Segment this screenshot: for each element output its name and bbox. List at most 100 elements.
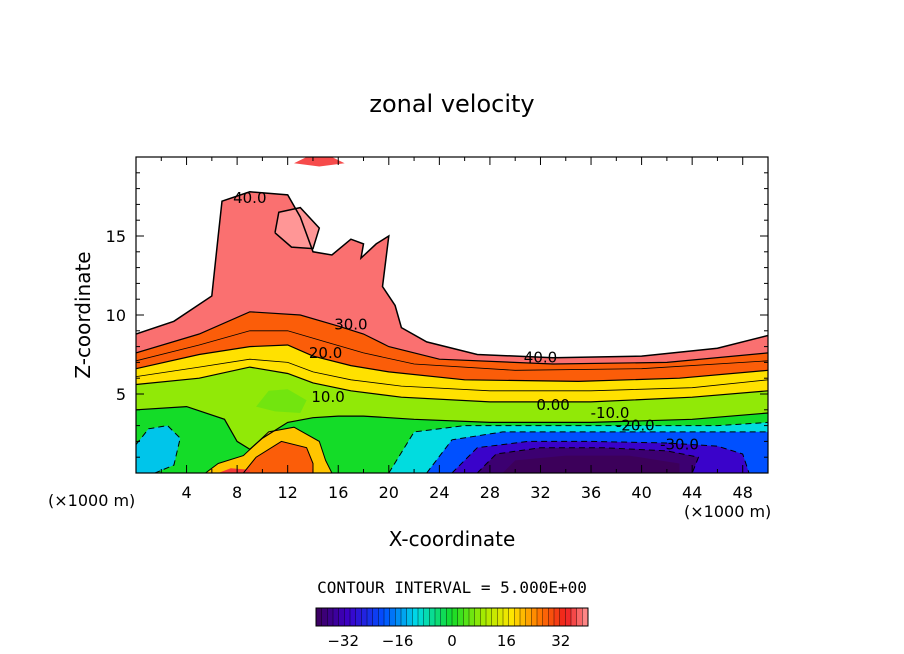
colorbar-swatch [525,608,532,626]
contour-label-3: 10.0 [311,388,344,406]
contour-label-8: -30.0 [660,436,699,454]
colorbar-swatch [367,608,374,626]
colorbar-swatch [497,608,504,626]
x-tick-label-11: 48 [733,483,753,502]
x-tick-label-10: 44 [682,483,702,502]
contour-lines [136,191,768,473]
field-core-neg [502,455,680,473]
chart-title: zonal velocity [369,90,534,118]
colorbar-swatch [327,608,334,626]
field-low-hot [243,441,313,473]
field-mid-pocket [256,389,307,413]
contour-label-2: 20.0 [309,344,342,362]
contour-low-25 [243,440,314,473]
x-tick-label-5: 24 [429,483,449,502]
x-axis-label: X-coordinate [389,527,516,551]
y-axis-ticks: 5 10 15 [106,172,768,458]
contour-label-1: 30.0 [334,316,367,334]
colorbar [315,607,589,627]
contour-neg10 [388,421,768,473]
colorbar-swatch [559,608,566,626]
colorbar-swatch [537,608,544,626]
x-tick-label-8: 36 [581,483,601,502]
contour-label-0: 40.0 [233,189,266,207]
colorbar-swatch [333,608,340,626]
x-tick-label-0: 4 [181,483,191,502]
colorbar-swatch [457,608,464,626]
colorbar-swatch [350,608,357,626]
colorbar-swatch [406,608,413,626]
colorbar-swatch [474,608,481,626]
field-top-cap [294,157,345,167]
contour-45-max [274,206,321,250]
colorbar-swatch [321,608,328,626]
colorbar-swatch [435,608,442,626]
y-axis-label: Z-coordinate [71,251,95,378]
y-tick-label-1: 10 [106,306,126,325]
contour-40 [136,191,768,359]
colorbar-swatch [520,608,527,626]
colorbar-swatch [429,608,436,626]
colorbar-tick-label-2: 0 [447,632,457,650]
contour-neg30 [451,440,750,473]
contour-low-15 [205,426,333,473]
field-low-core [218,468,250,473]
contour-interval-text: CONTOUR INTERVAL = 5.000E+00 [317,578,587,597]
colorbar-swatch [452,608,459,626]
colorbar-swatch [355,608,362,626]
colorbar-tick-label-3: 16 [497,632,516,650]
colorbar-frame [315,607,589,627]
contour-label-6: -10.0 [591,404,630,422]
colorbar-tick-label-4: 32 [551,632,570,650]
y-tick-label-2: 15 [106,227,126,246]
contour-20 [136,344,768,383]
colorbar-swatch [401,608,408,626]
colorbar-swatch [554,608,561,626]
contour-30 [136,311,768,365]
colorbar-swatch [412,608,419,626]
colorbar-tick-label-0: −32 [327,632,359,650]
colorbar-swatch [395,608,402,626]
colorbar-swatch [491,608,498,626]
contour-10 [136,366,768,403]
colorbar-swatch [389,608,396,626]
x-tick-label-7: 32 [530,483,550,502]
contour-label-7: -20.0 [616,417,655,435]
colorbar-swatch [508,608,515,626]
contour-00 [136,405,768,451]
colorbar-swatch [440,608,447,626]
x-tick-label-4: 20 [379,483,399,502]
contour-15 [136,358,768,392]
colorbar-swatch [503,608,510,626]
colorbar-swatch [463,608,470,626]
x-unit-label-left: (×1000 m) [48,491,135,510]
colorbar-swatch [582,608,589,626]
colorbar-tick-label-1: −16 [382,632,414,650]
colorbar-swatch [571,608,578,626]
colorbar-swatch [480,608,487,626]
contour-label-4: 40.0 [524,349,557,367]
colorbar-swatch [418,608,425,626]
contour-labels: 40.0 30.0 20.0 10.0 40.0 0.00 -10.0-20.0 -30.0 [233,189,699,454]
x-tick-label-6: 28 [480,483,500,502]
contour-label-5: 0.00 [536,396,569,414]
contour-neg20 [426,431,768,473]
colorbar-swatch [361,608,368,626]
colorbar-swatch [316,608,323,626]
colorbar-swatch [372,608,379,626]
contour-25 [136,330,768,371]
colorbar-swatch [446,608,453,626]
x-tick-label-3: 16 [328,483,348,502]
x-tick-label-9: 40 [631,483,651,502]
colorbar-swatch [338,608,345,626]
colorbar-swatch [576,608,583,626]
colorbar-swatch [469,608,476,626]
contour-neg35 [476,447,700,473]
colorbar-swatch [542,608,549,626]
colorbar-swatch [548,608,555,626]
colorbar-tick-labels: −32 −16 0 16 32 [327,632,570,650]
field-left-blue [136,425,181,473]
colorbar-swatch [486,608,493,626]
x-unit-label-right: (×1000 m) [684,502,771,521]
